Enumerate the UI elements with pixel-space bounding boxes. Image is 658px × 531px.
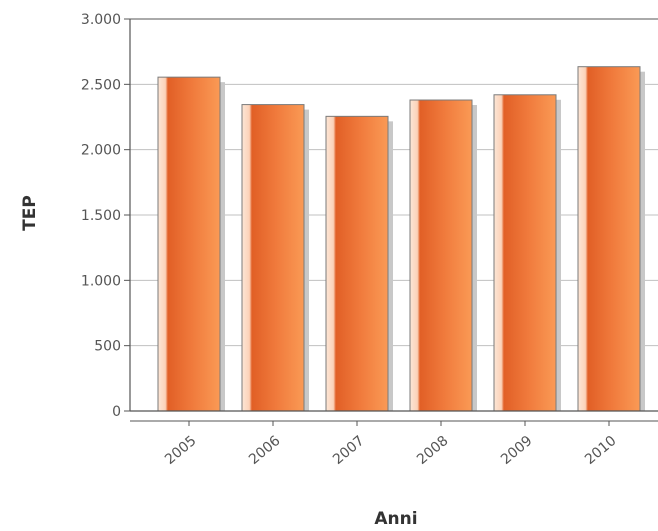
y-tick-label: 3.000 — [81, 12, 121, 28]
bar-2008 — [409, 99, 473, 412]
y-tick-label: 1.000 — [81, 273, 121, 289]
chart-marks — [157, 66, 645, 412]
bar-2009 — [493, 94, 557, 412]
x-tick-label: 2005 — [162, 433, 200, 468]
y-tick-label: 2.500 — [81, 77, 121, 93]
y-axis-title: TEP — [20, 195, 40, 231]
bar-2006 — [241, 104, 305, 412]
bar-2007 — [325, 115, 389, 412]
y-tick-label: 2.000 — [81, 143, 121, 159]
x-axis-title: Anni — [374, 509, 417, 529]
x-tick-label: 2010 — [582, 433, 620, 468]
y-tick-label: 1.500 — [81, 208, 121, 224]
x-tick-label: 2006 — [246, 433, 284, 468]
bar-2010 — [577, 66, 641, 412]
bar-2005 — [157, 76, 221, 412]
x-tick-label: 2008 — [414, 433, 452, 468]
x-tick-label: 2009 — [498, 433, 536, 468]
y-tick-label: 0 — [112, 404, 121, 420]
x-tick-label: 2007 — [330, 433, 368, 468]
y-tick-label: 500 — [94, 339, 121, 355]
